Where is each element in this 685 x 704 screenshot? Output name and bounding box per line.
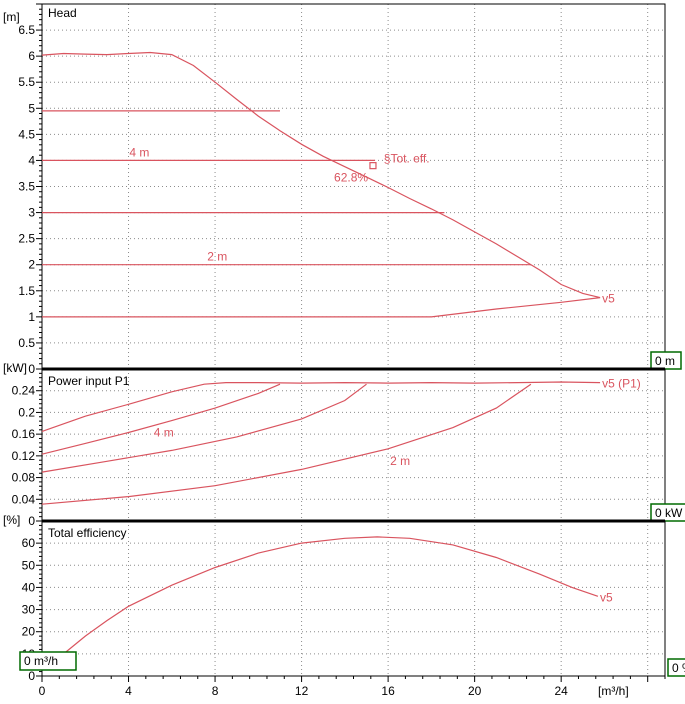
curve-label: 4 m bbox=[154, 426, 174, 440]
panel-frame bbox=[41, 368, 666, 522]
efficiency-marker bbox=[369, 162, 377, 170]
y-tick-label: 5.5 bbox=[18, 75, 35, 89]
y-tick-label: 2 bbox=[28, 258, 35, 272]
y-axis-unit: [kW] bbox=[3, 361, 27, 375]
y-tick-label: 0.2 bbox=[18, 405, 35, 419]
curve-1 bbox=[41, 381, 601, 432]
panel-frame bbox=[41, 3, 666, 370]
curve-label: v5 bbox=[602, 292, 615, 306]
y-tick-label: 1.5 bbox=[18, 284, 35, 298]
value-badge bbox=[667, 658, 685, 677]
value-badge-text: 0 m bbox=[655, 354, 675, 368]
value-badge-text: 0 % bbox=[672, 661, 685, 675]
y-tick-label: 6.5 bbox=[18, 23, 35, 37]
y-tick-label: 30 bbox=[22, 603, 36, 617]
curve-2 bbox=[41, 383, 281, 455]
y-tick-label: 0.5 bbox=[18, 336, 35, 350]
value-badge-text: 0 kW bbox=[655, 506, 683, 520]
y-tick-label: 40 bbox=[22, 580, 36, 594]
y-tick-label: 5 bbox=[28, 101, 35, 115]
curve-1 bbox=[63, 536, 599, 655]
panel-title: Head bbox=[48, 6, 77, 20]
x-tick-label: 20 bbox=[468, 684, 482, 698]
y-tick-label: 0 bbox=[28, 514, 35, 528]
curve-label: 4 m bbox=[129, 145, 149, 159]
curve-3 bbox=[41, 383, 367, 473]
chart-panels: 0 0.5 1 1.5 2 2.5 3 3.5 4 4.5 5 5.5 6 6.5[m] Head v5 4 m… bbox=[3, 3, 685, 683]
y-tick-label: 3.5 bbox=[18, 180, 35, 194]
x-tick-label: 16 bbox=[381, 684, 395, 698]
panel-frame bbox=[41, 520, 666, 677]
y-tick-label: 0.16 bbox=[12, 427, 36, 441]
y-tick-label: 50 bbox=[22, 558, 36, 572]
x-value-badge bbox=[19, 651, 77, 671]
y-tick-label: 2.5 bbox=[18, 232, 35, 246]
y-tick-label: 6 bbox=[28, 49, 35, 63]
x-tick-label: 0 bbox=[39, 684, 46, 698]
y-tick-label: 0 bbox=[28, 669, 35, 683]
x-value-badge-text: 0 m³/h bbox=[24, 654, 58, 668]
annotation-text: §Tot. eff. bbox=[384, 152, 430, 166]
curve-1 bbox=[41, 51, 601, 299]
y-axis-unit: [m] bbox=[3, 10, 20, 24]
curve-4 bbox=[41, 383, 532, 505]
curve-label: 2 m bbox=[207, 250, 227, 264]
value-badge bbox=[650, 351, 682, 370]
curve-6 bbox=[42, 297, 601, 318]
panel-2: 0 0.04 0.08 0.12 0.16 0.2 0.24 [kW] Power input … bbox=[3, 361, 685, 528]
y-tick-label: 0.04 bbox=[12, 492, 36, 506]
y-tick-label: 1 bbox=[28, 310, 35, 324]
x-tick-label: 8 bbox=[212, 684, 219, 698]
x-axis: 0 4 8 12 16 20 24 [m³/h] bbox=[39, 676, 666, 698]
x-tick-label: 24 bbox=[554, 684, 568, 698]
x-axis-unit: [m³/h] bbox=[598, 684, 629, 698]
curve-label: v5 (P1) bbox=[602, 377, 641, 391]
curve-label: v5 bbox=[600, 590, 613, 604]
curve-label: 2 m bbox=[390, 454, 410, 468]
annotation-text: 62.8% bbox=[334, 170, 368, 184]
y-tick-label: 4.5 bbox=[18, 127, 35, 141]
y-tick-label: 4 bbox=[28, 153, 35, 167]
y-tick-label: 0.08 bbox=[12, 471, 36, 485]
y-tick-label: 20 bbox=[22, 625, 36, 639]
y-tick-label: 0.12 bbox=[12, 449, 36, 463]
panel-title: Power input P1 bbox=[48, 374, 130, 388]
y-tick-label: 60 bbox=[22, 536, 36, 550]
panel-1: 0 0.5 1 1.5 2 2.5 3 3.5 4 4.5 5 5.5 6 6.5[m] Head v5 4 m… bbox=[3, 3, 682, 376]
x-tick-label: 4 bbox=[125, 684, 132, 698]
x-tick-label: 12 bbox=[295, 684, 309, 698]
value-badge bbox=[650, 503, 685, 522]
panel-title: Total efficiency bbox=[48, 526, 127, 540]
y-axis-unit: [%] bbox=[3, 513, 20, 527]
y-tick-label: 3 bbox=[28, 206, 35, 220]
y-tick-label: 0 bbox=[28, 362, 35, 376]
y-tick-label: 0.24 bbox=[12, 384, 36, 398]
